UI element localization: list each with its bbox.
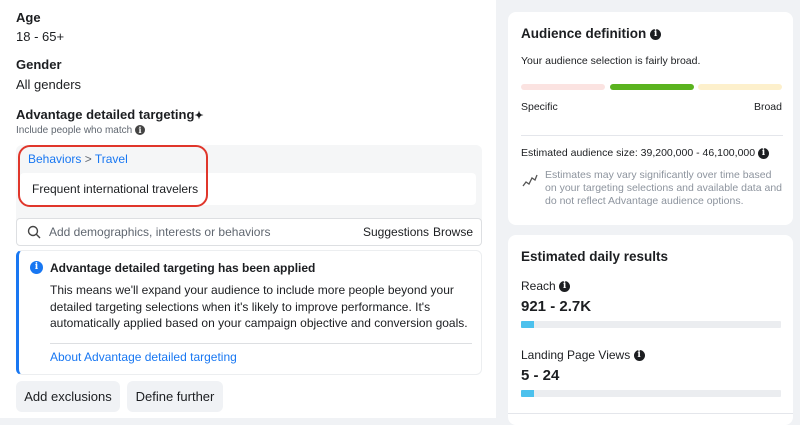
- divider: [50, 343, 472, 344]
- audience-title: Audience definition: [521, 26, 647, 41]
- reach-bar-fill: [521, 321, 534, 328]
- breadcrumb-behaviors[interactable]: Behaviors: [28, 152, 82, 166]
- browse-link[interactable]: Browse: [433, 225, 474, 239]
- selected-item[interactable]: Frequent international travelers: [20, 173, 476, 205]
- trend-icon: [522, 174, 538, 187]
- add-exclusions-button[interactable]: Add exclusions: [16, 381, 120, 412]
- info-icon[interactable]: i: [758, 147, 770, 159]
- highlight-outline: [18, 145, 208, 207]
- divider: [521, 135, 783, 136]
- reach-bar: [521, 321, 781, 328]
- broad-label: Broad: [753, 101, 782, 113]
- estimated-daily-results-card: Estimated daily results Reach i 921 - 2.…: [508, 235, 793, 425]
- include-text: Include people who match: [16, 125, 133, 136]
- title-text: Advantage detailed targeting: [16, 107, 195, 122]
- gauge-middle-active: [610, 84, 694, 90]
- gender-label: Gender: [16, 57, 62, 72]
- about-advantage-link[interactable]: About Advantage detailed targeting: [50, 350, 237, 364]
- divider: [508, 413, 793, 414]
- info-icon: i: [30, 261, 43, 274]
- gauge-specific: [521, 84, 605, 90]
- notice-title: Advantage detailed targeting has been ap…: [50, 261, 316, 275]
- audience-status: Your audience selection is fairly broad.: [521, 55, 701, 67]
- selected-targeting-box: Behaviors > Travel Frequent internationa…: [16, 145, 482, 246]
- breadcrumb: Behaviors > Travel: [28, 152, 128, 166]
- breadcrumb-travel[interactable]: Travel: [94, 152, 128, 166]
- search-placeholder: Add demographics, interests or behaviors: [49, 225, 271, 239]
- reach-value: 921 - 2.7K: [521, 298, 592, 315]
- detailed-targeting-title: Advantage detailed targeting✦: [16, 107, 204, 122]
- audience-size: Estimated audience size: 39,200,000 - 46…: [521, 147, 756, 159]
- audience-definition-card: Audience definition i Your audience sele…: [508, 12, 793, 225]
- results-title: Estimated daily results: [521, 249, 669, 264]
- search-icon: [27, 225, 41, 239]
- reach-label: Reach: [521, 279, 556, 293]
- include-label: Include people who match i: [16, 125, 145, 136]
- sparkle-icon: ✦: [194, 110, 204, 122]
- lpv-bar-fill: [521, 390, 534, 397]
- info-icon[interactable]: i: [559, 281, 571, 293]
- define-further-button[interactable]: Define further: [127, 381, 223, 412]
- info-icon[interactable]: i: [650, 28, 662, 40]
- gauge-broad: [698, 84, 782, 90]
- targeting-panel: Age 18 - 65+ Gender All genders Advantag…: [0, 0, 496, 418]
- lpv-label: Landing Page Views: [521, 348, 631, 362]
- age-label: Age: [16, 10, 41, 25]
- breadcrumb-separator: >: [84, 152, 92, 166]
- advantage-notice: i Advantage detailed targeting has been …: [16, 250, 482, 375]
- lpv-value: 5 - 24: [521, 367, 560, 384]
- info-icon[interactable]: i: [633, 350, 645, 362]
- age-value: 18 - 65+: [16, 29, 65, 44]
- notice-body: This means we'll expand your audience to…: [50, 283, 468, 330]
- targeting-search-input[interactable]: Add demographics, interests or behaviors…: [16, 218, 482, 246]
- lpv-bar: [521, 390, 781, 397]
- info-icon[interactable]: i: [134, 125, 145, 136]
- gender-value: All genders: [16, 77, 82, 92]
- specific-label: Specific: [521, 101, 558, 113]
- suggestions-link[interactable]: Suggestions: [363, 225, 430, 239]
- estimate-disclaimer: Estimates may vary significantly over ti…: [545, 169, 782, 207]
